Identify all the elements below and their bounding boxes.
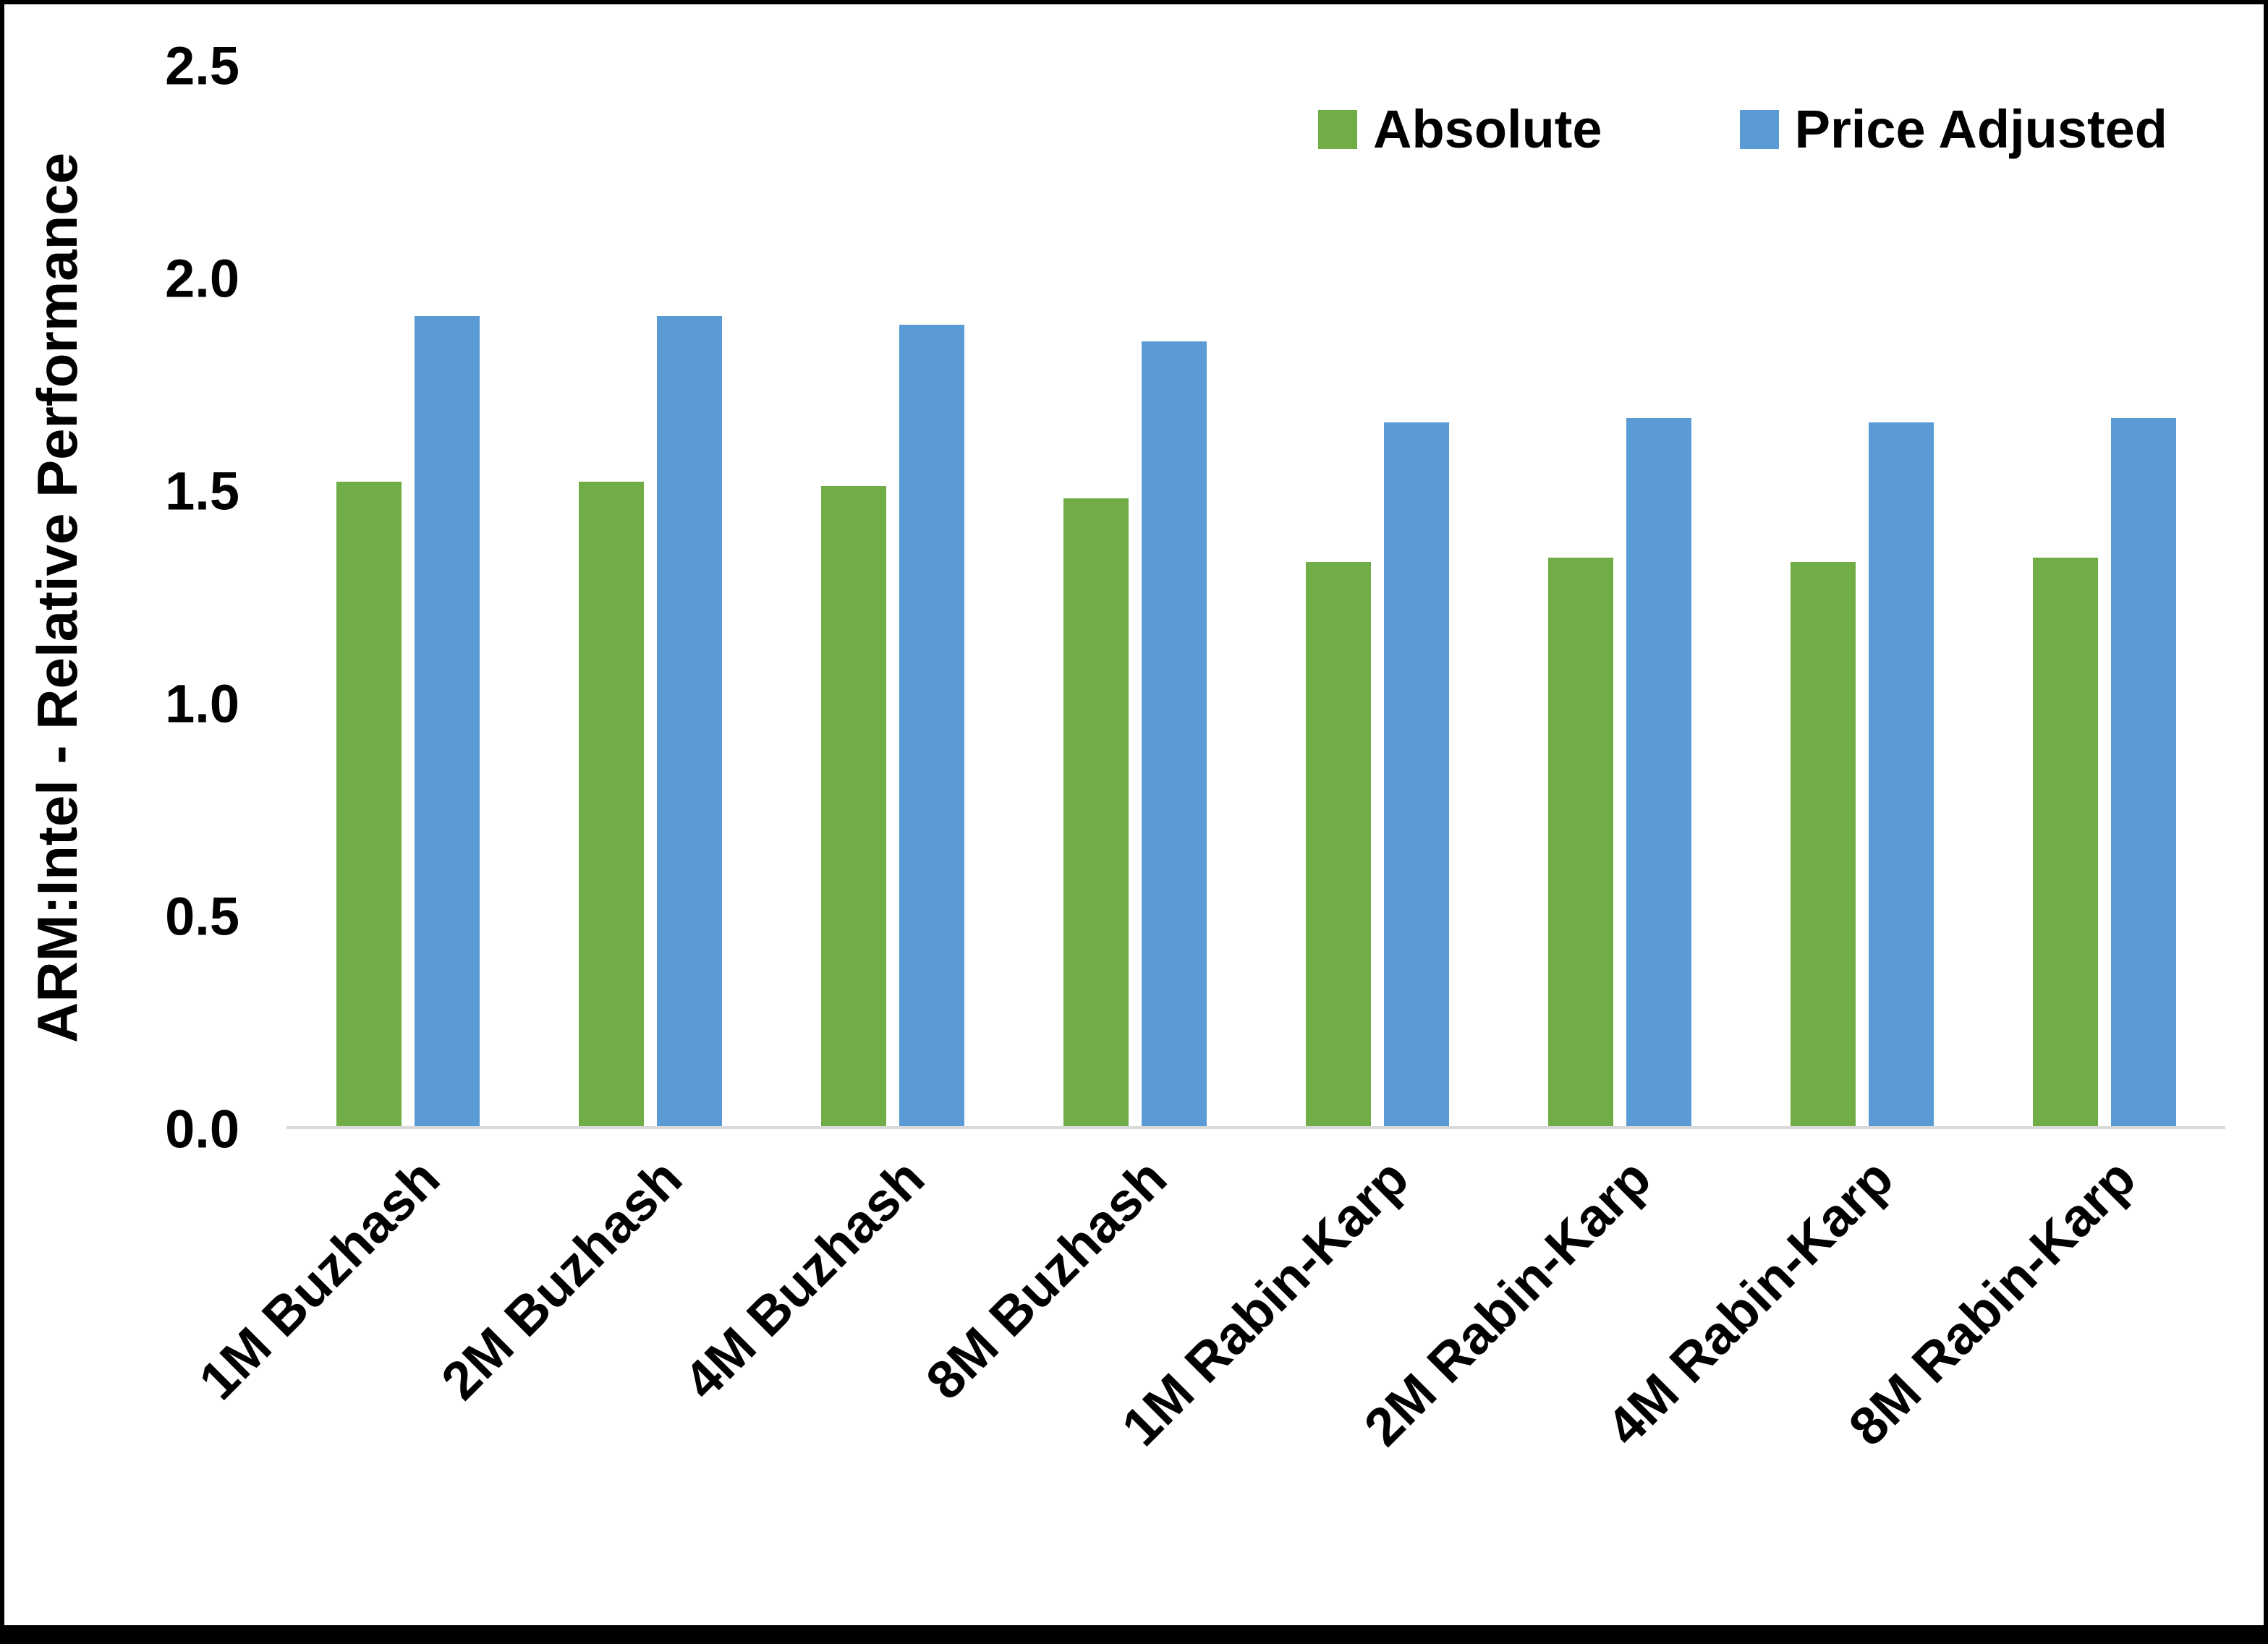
bar-group bbox=[578, 66, 722, 1126]
bar-absolute bbox=[820, 485, 886, 1126]
y-tick-label: 0.0 bbox=[165, 1099, 239, 1159]
bar-absolute bbox=[2032, 558, 2098, 1126]
bar-price-adjusted bbox=[414, 315, 480, 1126]
legend-swatch-icon bbox=[1739, 109, 1779, 149]
bar-price-adjusted bbox=[899, 324, 964, 1126]
bar-price-adjusted bbox=[1383, 422, 1449, 1126]
legend: Absolute Price Adjusted bbox=[1318, 98, 2167, 160]
bar-group bbox=[1063, 66, 1207, 1126]
bar-group bbox=[2032, 66, 2176, 1126]
x-axis-labels: 1M Buzhash 2M Buzhash 4M Buzhash 8M Buzhash… bbox=[187, 1134, 2225, 1583]
bar-absolute bbox=[1790, 562, 1856, 1126]
y-axis-title: ARM:Intel - Relative Performance bbox=[25, 152, 89, 1043]
y-tick-label: 2.0 bbox=[165, 248, 239, 309]
bar-absolute bbox=[1063, 498, 1129, 1126]
bar-group bbox=[1547, 66, 1691, 1126]
y-tick-label: 0.5 bbox=[165, 886, 239, 947]
bar-price-adjusted bbox=[1868, 422, 1934, 1126]
bar-group bbox=[820, 66, 964, 1126]
x-tick-label: 2M Buzhash bbox=[429, 1147, 693, 1411]
bar-price-adjusted bbox=[2110, 417, 2176, 1126]
bar-absolute bbox=[1305, 562, 1371, 1126]
legend-label: Absolute bbox=[1373, 99, 1602, 159]
x-tick-label: 1M Buzhash bbox=[187, 1147, 451, 1411]
x-tick-label: 8M Buzhash bbox=[914, 1147, 1178, 1411]
x-tick-label: 4M Buzhash bbox=[671, 1147, 935, 1411]
legend-item: Price Adjusted bbox=[1739, 98, 2167, 160]
bar-price-adjusted bbox=[1626, 417, 1691, 1126]
bar-group bbox=[1790, 66, 1934, 1126]
y-tick-label: 2.5 bbox=[165, 35, 239, 96]
bar-price-adjusted bbox=[1141, 341, 1207, 1126]
bar-price-adjusted bbox=[656, 315, 722, 1126]
legend-label: Price Adjusted bbox=[1794, 99, 2167, 159]
y-axis-ticks: 0.0 0.5 1.0 1.5 2.0 2.5 bbox=[84, 36, 239, 1159]
bar-absolute bbox=[1547, 558, 1613, 1126]
y-tick-label: 1.5 bbox=[165, 461, 239, 521]
bar-absolute bbox=[336, 481, 402, 1126]
bar-group bbox=[1305, 66, 1449, 1126]
legend-item: Absolute bbox=[1318, 98, 1602, 160]
plot-area: Absolute Price Adjusted bbox=[286, 66, 2225, 1129]
y-tick-label: 1.0 bbox=[165, 673, 239, 734]
bars bbox=[286, 66, 2225, 1126]
legend-swatch-icon bbox=[1318, 109, 1358, 149]
bar-absolute bbox=[578, 481, 644, 1126]
bar-group bbox=[336, 66, 480, 1126]
